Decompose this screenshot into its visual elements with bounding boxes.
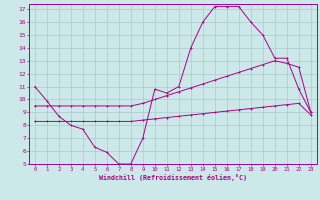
X-axis label: Windchill (Refroidissement éolien,°C): Windchill (Refroidissement éolien,°C) xyxy=(99,174,247,181)
